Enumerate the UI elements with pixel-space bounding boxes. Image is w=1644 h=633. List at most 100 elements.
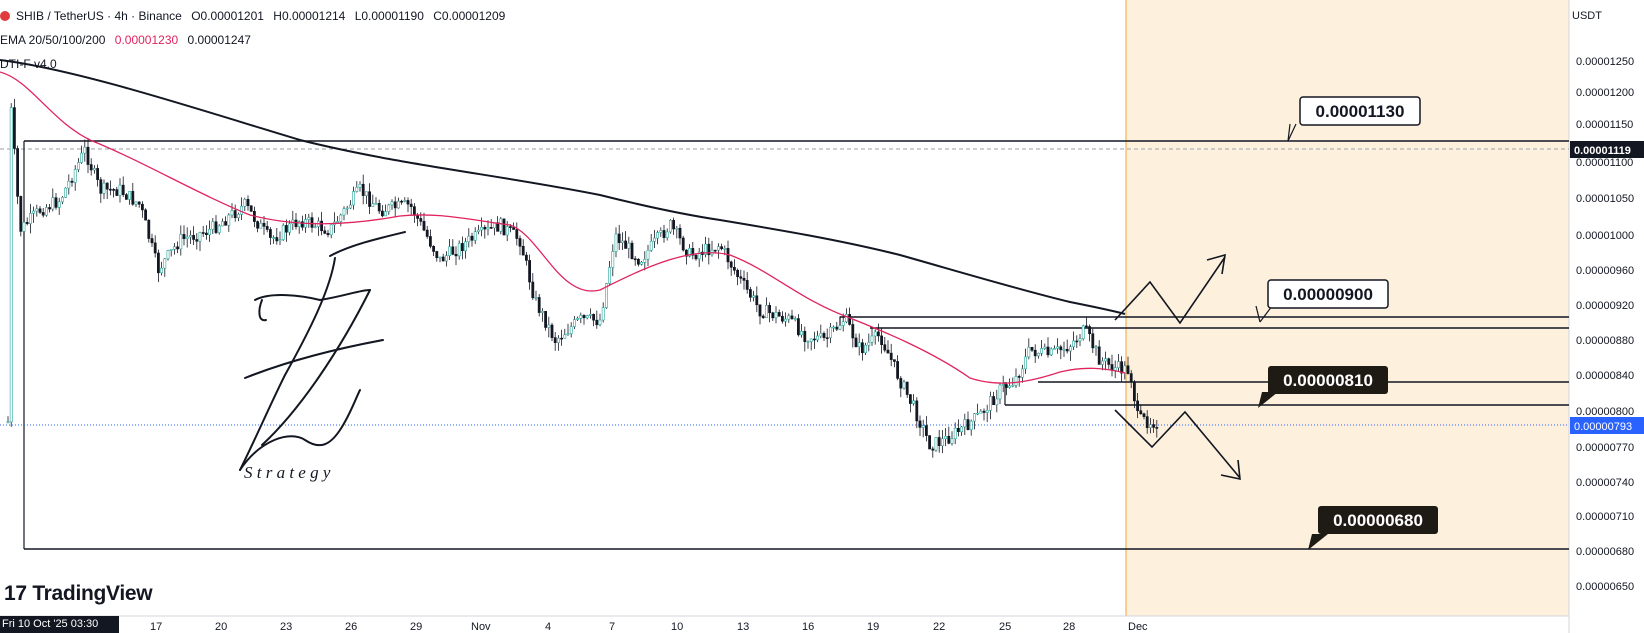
candlestick-series	[6, 98, 1159, 458]
candle-body	[400, 200, 404, 203]
candle-body	[950, 438, 954, 444]
indicator-label[interactable]: DTI-F v4.0	[0, 57, 57, 71]
candle-body	[995, 398, 999, 406]
candle-body	[144, 209, 148, 221]
candle-body	[617, 233, 621, 244]
time-tick: 17	[150, 621, 162, 633]
candle-body	[147, 219, 151, 239]
candle-body	[620, 240, 624, 244]
high-price-badge	[1570, 141, 1644, 158]
candle-body	[416, 215, 420, 219]
candle-body	[451, 246, 455, 255]
callout-680[interactable]: 0.00000680	[1308, 506, 1438, 550]
candle-body	[406, 200, 410, 205]
candle-body	[275, 237, 279, 242]
time-axis[interactable]: 17 20 23 26 29 Nov 4 7 10 13 16 19 22 25…	[150, 621, 1148, 633]
candle-body	[960, 426, 964, 433]
candle-body	[96, 168, 100, 180]
candle-body	[185, 236, 189, 239]
candle-body	[553, 337, 557, 343]
ema-legend[interactable]: EMA 20/50/100/200 0.00001230 0.00001247	[0, 33, 257, 47]
callout-text: 0.00000680	[1333, 511, 1423, 530]
candle-body	[819, 333, 823, 337]
candle-body	[425, 229, 429, 237]
candle-body	[624, 240, 628, 249]
candle-body	[598, 319, 602, 326]
candle-body	[640, 262, 644, 265]
candle-body	[208, 229, 212, 236]
candle-body	[393, 201, 397, 209]
candle-body	[467, 235, 471, 243]
time-tick: Dec	[1128, 621, 1148, 633]
candle-body	[473, 231, 477, 241]
low-value: L0.00001190	[354, 9, 424, 23]
candle-body	[691, 248, 695, 256]
candle-body	[499, 218, 503, 232]
currency-unit-label[interactable]: USDT	[1572, 10, 1602, 22]
candle-body	[57, 201, 61, 208]
candle-body	[422, 221, 426, 231]
candle-body	[99, 179, 103, 194]
candle-body	[684, 249, 688, 257]
candle-body	[720, 246, 724, 250]
candle-body	[892, 359, 896, 362]
candle-body	[28, 213, 32, 224]
candle-body	[1046, 346, 1050, 356]
callout-1130[interactable]: 0.00001130	[1287, 96, 1421, 142]
candle-body	[1113, 367, 1117, 371]
candle-body	[470, 235, 474, 241]
ema-label[interactable]: EMA 20/50/100/200	[0, 33, 106, 47]
candle-body	[793, 318, 797, 320]
price-tick: 0.00001050	[1576, 193, 1634, 205]
candle-body	[217, 225, 221, 233]
candle-body	[915, 400, 919, 422]
symbol-legend[interactable]: SHIB / TetherUS · 4h · Binance O0.000012…	[0, 9, 511, 23]
candle-body	[150, 238, 154, 244]
candle-body	[880, 335, 884, 345]
candle-body	[201, 232, 205, 234]
candle-body	[310, 217, 314, 228]
candle-body	[611, 251, 615, 268]
candle-body	[1094, 346, 1098, 349]
symbol-label[interactable]: SHIB / TetherUS · 4h · Binance	[16, 9, 182, 23]
candle-body	[697, 251, 701, 260]
candle-body	[256, 221, 260, 229]
candle-body	[64, 187, 68, 198]
price-tick: 0.00001200	[1576, 87, 1634, 99]
candle-body	[364, 191, 368, 196]
candle-body	[345, 207, 349, 210]
candle-body	[1129, 373, 1133, 383]
callout-810[interactable]: 0.00000810	[1258, 366, 1388, 408]
indicator-legend[interactable]: DTI-F v4.0	[0, 57, 63, 71]
candle-body	[787, 315, 791, 320]
candle-body	[969, 420, 973, 430]
candle-body	[822, 333, 826, 338]
candle-body	[976, 412, 980, 415]
time-tick: 19	[867, 621, 879, 633]
price-axis[interactable]: 0.00001250 0.00001200 0.00001150 0.00001…	[1576, 56, 1634, 593]
candle-body	[336, 221, 340, 223]
candle-body	[489, 227, 493, 229]
candle-body	[796, 318, 800, 336]
candle-body	[1142, 413, 1146, 417]
candle-body	[649, 240, 653, 251]
candle-body	[121, 184, 125, 195]
callout-900[interactable]: 0.00000900	[1255, 279, 1389, 323]
candle-body	[531, 281, 535, 299]
ema-value-2: 0.00001247	[187, 33, 251, 47]
candle-body	[70, 180, 74, 183]
candle-body	[518, 238, 522, 247]
candle-body	[966, 419, 970, 430]
candle-body	[262, 222, 266, 227]
current-price-badge-text: 0.00000793	[1574, 421, 1632, 433]
candle-body	[736, 269, 740, 278]
candle-body	[281, 225, 285, 240]
time-tick: 25	[999, 621, 1011, 633]
callout-text: 0.00001130	[1316, 102, 1405, 121]
callout-pointer	[1258, 392, 1278, 408]
candle-body	[857, 342, 861, 348]
candle-body	[390, 201, 394, 206]
candle-body	[806, 341, 810, 343]
callout-box	[1299, 96, 1421, 126]
